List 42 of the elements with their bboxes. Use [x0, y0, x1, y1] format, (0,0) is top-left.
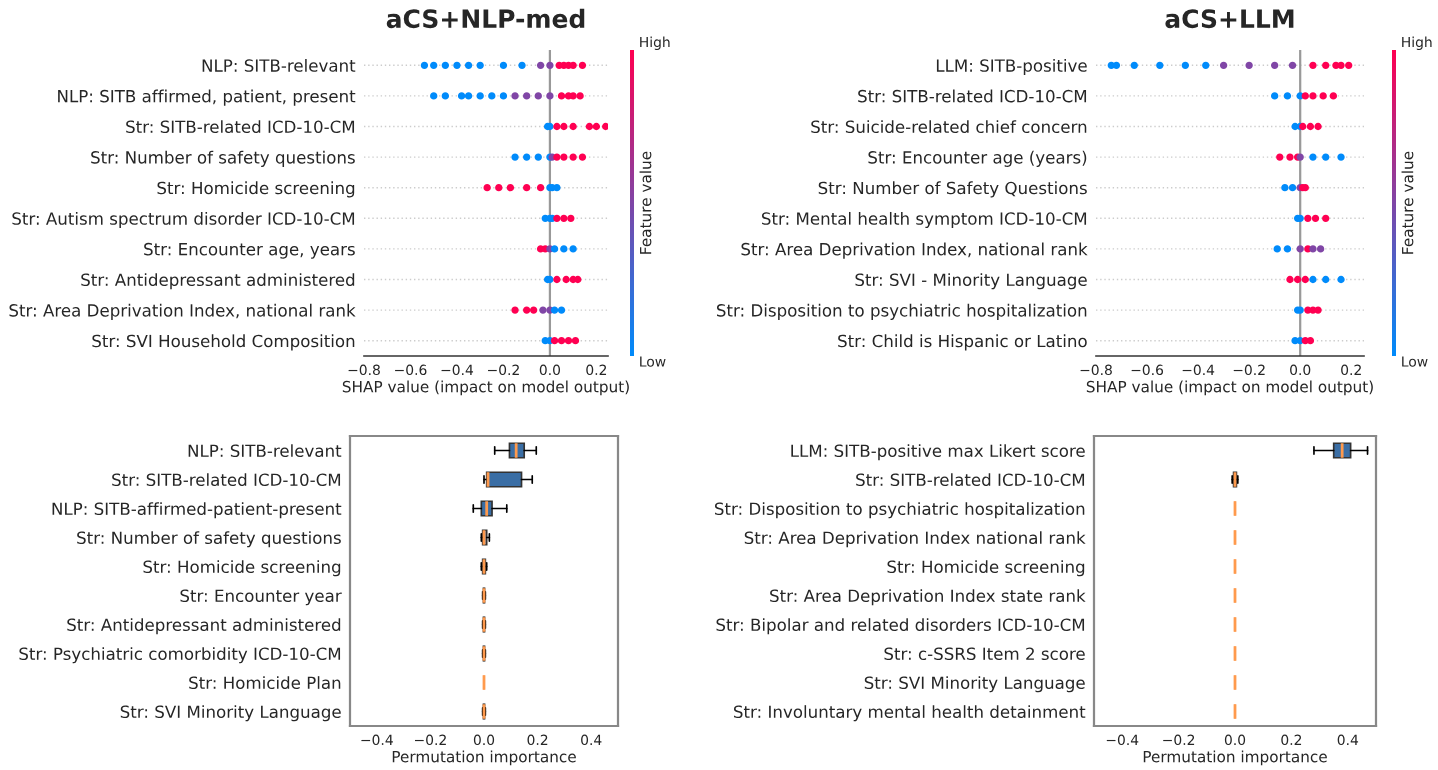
- y-tick-label: Str: Disposition to psychiatric hospitalization: [716, 303, 1087, 320]
- y-tick-label: Str: Disposition to psychiatric hospitalization: [714, 502, 1085, 519]
- y-tick-label: Str: Encounter year: [180, 589, 342, 606]
- y-tick-label: Str: c-SSRS Item 2 score: [884, 647, 1085, 661]
- y-tick-label: Str: SVI Household Composition: [92, 334, 355, 351]
- y-tick-label: Str: Homicide screening: [887, 560, 1085, 577]
- y-tick-label: Str: SITB-related ICD-10-CM: [126, 120, 355, 134]
- y-tick-label: Str: Child is Hispanic or Latino: [838, 334, 1087, 351]
- y-tick-label: LLM: SITB-positive max Likert score: [791, 444, 1085, 461]
- y-tick-label: Str: Area Deprivation Index, national rank: [741, 242, 1088, 259]
- y-tick-label: Str: Bipolar and related disorders ICD-10-CM: [716, 618, 1085, 635]
- y-tick-label: Str: Psychiatric comorbidity ICD-10-CM: [19, 647, 341, 664]
- y-tick-label: NLP: SITB-relevant: [202, 58, 356, 72]
- y-tick-label: Str: Number of safety questions: [91, 150, 355, 167]
- y-tick-label: Str: Mental health symptom ICD-10-CM: [761, 211, 1087, 229]
- y-tick-label: Str: Antidepressant administered: [81, 273, 355, 290]
- y-tick-label: Str: Suicide-related chief concern: [811, 120, 1087, 134]
- y-tick-label: Str: Homicide Plan: [189, 676, 341, 690]
- y-tick-label: LLM: SITB-positive: [936, 58, 1087, 76]
- y-tick-label: Str: SVI Minority Language: [864, 676, 1085, 693]
- y-tick-label: Str: Number of safety questions: [77, 531, 341, 548]
- y-tick-label: Str: SVI Minority Language: [120, 705, 341, 722]
- y-tick-label: Str: Area Deprivation Index, national rank: [9, 303, 356, 320]
- y-tick-label: Str: Homicide screening: [157, 181, 355, 198]
- chart-title: aCS+LLM: [1165, 9, 1294, 29]
- y-tick-label: Str: SITB-related ICD-10-CM: [856, 473, 1085, 487]
- y-tick-label: Str: Involuntary mental health detainment: [733, 705, 1086, 722]
- y-tick-label: Str: Area Deprivation Index national rank: [744, 531, 1086, 548]
- y-tick-label: NLP: SITB affirmed, patient, present: [58, 89, 356, 106]
- y-tick-label: Str: SITB-related ICD-10-CM: [112, 473, 341, 487]
- y-tick-label: Str: Autism spectrum disorder ICD-10-CM: [12, 211, 355, 229]
- chart-title: aCS+NLP-med: [386, 8, 585, 29]
- y-tick-label: Str: Homicide screening: [143, 560, 341, 577]
- y-tick-label: Str: Antidepressant administered: [67, 618, 341, 635]
- y-tick-label: Str: Encounter age (years): [868, 150, 1087, 167]
- y-tick-label: NLP: SITB-affirmed-patient-present: [52, 502, 342, 519]
- y-tick-label: Str: Area Deprivation Index state rank: [770, 589, 1086, 606]
- y-tick-label: Str: SITB-related ICD-10-CM: [858, 89, 1087, 103]
- y-tick-label: Str: Number of Safety Questions: [818, 181, 1087, 198]
- y-tick-label: NLP: SITB-relevant: [188, 444, 342, 458]
- y-tick-label: Str: Encounter age, years: [144, 242, 355, 259]
- y-tick-label: Str: SVI - Minority Language: [855, 273, 1087, 290]
